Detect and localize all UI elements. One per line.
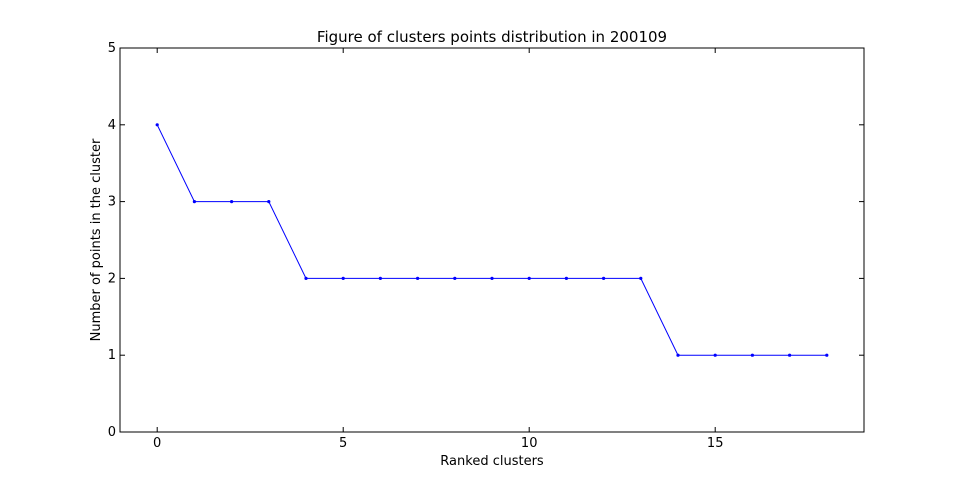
series-group — [155, 123, 829, 357]
data-point — [713, 353, 717, 357]
chart-title: Figure of clusters points distribution i… — [317, 28, 667, 46]
data-point — [750, 353, 755, 357]
y-axis-label: Number of points in the cluster — [89, 138, 104, 341]
y-tick-label: 3 — [108, 195, 116, 210]
plot-area — [119, 47, 865, 433]
data-point — [639, 276, 643, 280]
data-point — [155, 123, 159, 127]
data-point — [825, 353, 829, 357]
data-point — [267, 200, 271, 204]
data-point — [341, 276, 345, 280]
data-point — [527, 276, 531, 280]
y-tick-label: 2 — [108, 271, 116, 286]
y-tick-label: 1 — [108, 348, 116, 363]
data-point — [230, 200, 234, 204]
data-point — [676, 353, 680, 357]
data-point — [192, 200, 196, 204]
x-tick-label: 0 — [153, 436, 161, 451]
y-tick-label: 4 — [108, 118, 116, 133]
series-line — [156, 124, 827, 356]
y-tick-label: 5 — [108, 41, 116, 56]
x-axis-label: Ranked clusters — [440, 454, 544, 469]
data-point — [416, 276, 420, 280]
x-tick-label: 10 — [521, 436, 538, 451]
y-axis: 0 1 2 3 4 5 — [108, 41, 864, 440]
y-tick-label: 0 — [108, 425, 116, 440]
data-point — [602, 276, 606, 280]
data-point — [490, 276, 494, 280]
data-point — [453, 276, 457, 280]
x-axis: 0 5 10 15 — [153, 48, 723, 451]
data-point — [304, 276, 308, 280]
data-point — [378, 276, 382, 280]
x-tick-label: 5 — [339, 436, 347, 451]
x-tick-label: 15 — [707, 436, 724, 451]
data-point — [564, 276, 569, 280]
data-point — [788, 353, 792, 357]
